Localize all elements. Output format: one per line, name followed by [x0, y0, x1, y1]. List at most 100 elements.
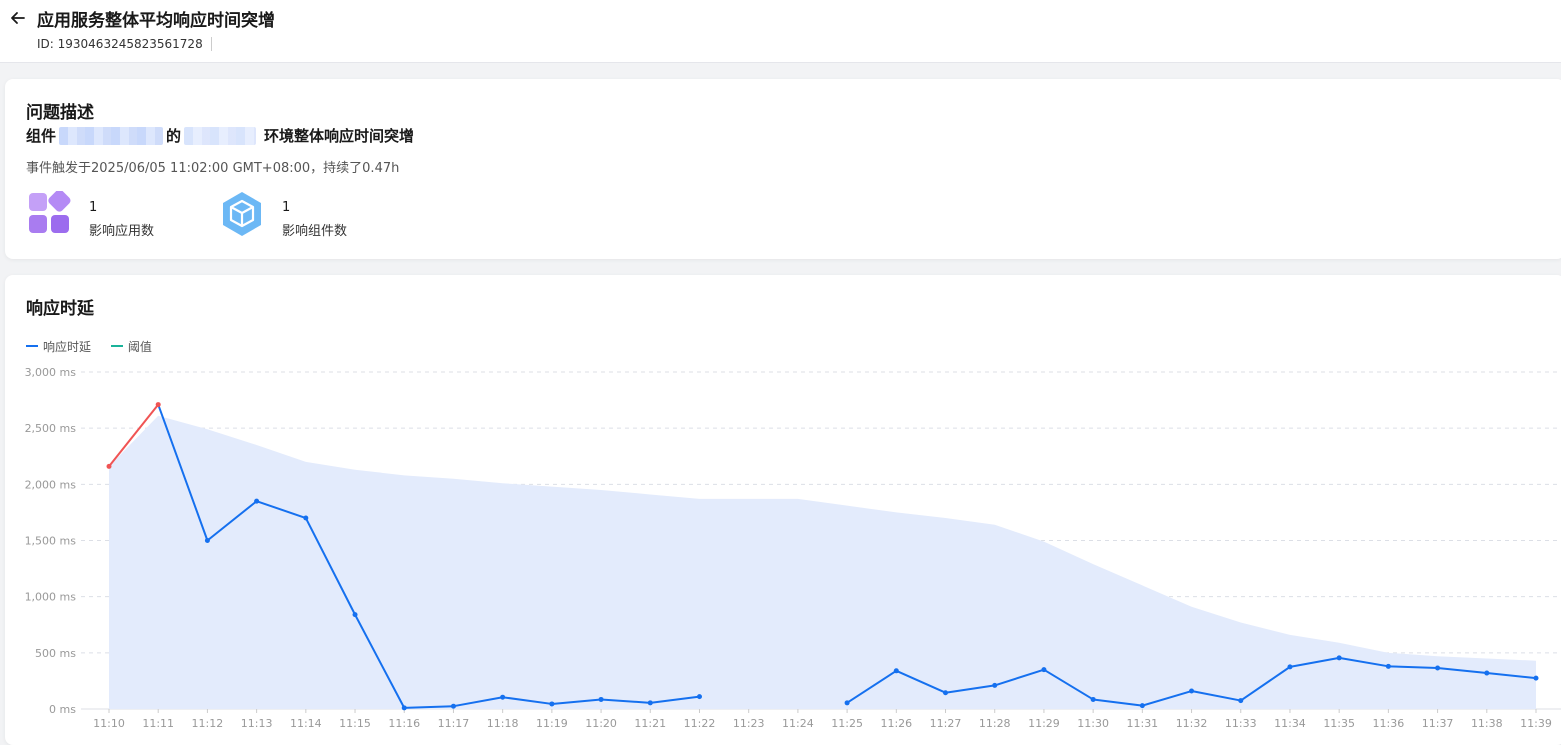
- description-suffix: 环境整体响应时间突增: [264, 127, 415, 145]
- latency-line-segment: [649, 695, 701, 704]
- y-tick-label: 3,000 ms: [25, 366, 77, 379]
- x-tick-label: 11:24: [782, 717, 814, 730]
- latency-line-segment: [600, 698, 652, 704]
- x-tick-label: 11:19: [536, 717, 568, 730]
- legend-swatch-threshold: [110, 345, 123, 347]
- x-tick-label: 11:28: [979, 717, 1011, 730]
- chart-title: 响应时延: [26, 299, 94, 319]
- latency-line-segment: [304, 517, 357, 616]
- x-tick-label: 11:21: [634, 717, 666, 730]
- latency-line-segment: [1436, 666, 1488, 675]
- x-tick-label: 11:22: [684, 717, 716, 730]
- latency-data-point: [450, 703, 456, 709]
- latency-data-point: [1238, 698, 1244, 704]
- chart-legend: 响应时延 阈值: [26, 336, 168, 355]
- alert-line-segment: [108, 403, 160, 468]
- latency-line-segment: [501, 696, 553, 705]
- latency-data-point: [1336, 655, 1342, 661]
- x-tick-label: 11:34: [1274, 717, 1306, 730]
- latency-line-segment: [206, 500, 258, 542]
- latency-data-point: [1533, 675, 1539, 681]
- x-tick-label: 11:36: [1373, 717, 1405, 730]
- y-tick-label: 2,000 ms: [25, 478, 77, 491]
- x-tick-label: 11:11: [142, 717, 174, 730]
- latency-line-segment: [550, 698, 603, 705]
- latency-line-segment: [1092, 698, 1144, 707]
- y-tick-label: 2,500 ms: [25, 422, 77, 435]
- threshold-band: [109, 415, 1536, 709]
- latency-line-segment: [1239, 665, 1291, 702]
- latency-line-segment: [157, 403, 209, 542]
- latency-data-point: [1484, 670, 1490, 676]
- x-tick-label: 11:31: [1126, 717, 1158, 730]
- x-tick-label: 11:35: [1323, 717, 1355, 730]
- x-tick-label: 11:16: [388, 717, 420, 730]
- legend-item-latency[interactable]: 响应时延: [26, 338, 91, 355]
- latency-data-point: [303, 515, 309, 521]
- latency-data-point: [1287, 664, 1293, 670]
- latency-data-point: [893, 668, 899, 674]
- latency-data-point: [1385, 663, 1391, 669]
- x-tick-label: 11:27: [930, 717, 962, 730]
- latency-line-segment: [403, 705, 455, 709]
- x-tick-label: 11:29: [1028, 717, 1060, 730]
- x-tick-label: 11:23: [733, 717, 765, 730]
- y-tick-label: 1,500 ms: [25, 535, 77, 548]
- latency-data-point: [204, 538, 210, 543]
- affected-components-count: 1: [282, 200, 291, 215]
- latency-line-segment: [1387, 665, 1439, 669]
- y-tick-label: 1,000 ms: [25, 591, 77, 604]
- incident-id: ID: 1930463245823561728: [37, 37, 212, 51]
- description-line: 组件 的 环境整体响应时间突增: [26, 125, 414, 146]
- latency-line-segment: [993, 668, 1045, 687]
- x-tick-label: 11:15: [339, 717, 371, 730]
- latency-chart[interactable]: 0 ms 500 ms 1,000 ms 1,500 ms 2,000 ms 2,500 …: [5, 275, 1561, 736]
- latency-data-point: [254, 498, 260, 504]
- latency-data-point: [1041, 667, 1047, 673]
- x-tick-label: 11:12: [192, 717, 224, 730]
- legend-item-threshold[interactable]: 阈值: [110, 338, 152, 355]
- x-tick-label: 11:10: [93, 717, 125, 730]
- x-tick-label: 11:17: [438, 717, 470, 730]
- legend-swatch-latency: [26, 345, 38, 347]
- x-tick-label: 11:13: [241, 717, 273, 730]
- x-tick-label: 11:33: [1225, 717, 1257, 730]
- y-tick-label: 500 ms: [35, 647, 76, 660]
- x-tick-label: 11:14: [290, 717, 322, 730]
- latency-line-segment: [1338, 656, 1390, 668]
- latency-data-point: [844, 700, 850, 706]
- latency-line-segment: [1141, 690, 1193, 707]
- latency-line-segment: [452, 696, 504, 708]
- latency-line-segment: [1288, 656, 1341, 668]
- component-cube-icon: [220, 191, 264, 237]
- latency-data-point: [1435, 665, 1441, 671]
- latency-data-point: [1090, 696, 1096, 702]
- response-latency-card: 响应时延 响应时延 阈值 0 ms 500 ms 1,000 ms 1,500 ms 2…: [5, 275, 1561, 745]
- latency-line-segment: [1190, 690, 1242, 702]
- latency-line-segment: [1485, 672, 1537, 680]
- alert-data-point: [106, 463, 112, 469]
- latency-data-point: [696, 694, 702, 700]
- x-tick-label: 11:38: [1471, 717, 1503, 730]
- alert-data-point: [155, 402, 161, 408]
- affected-apps-count: 1: [89, 200, 98, 215]
- problem-description-card: 问题描述 组件 的 环境整体响应时间突增 事件触发于2025/06/05 11:…: [5, 79, 1561, 259]
- page-title: 应用服务整体平均响应时间突增: [37, 11, 275, 31]
- description-middle: 的: [166, 127, 182, 145]
- y-tick-label: 0 ms: [49, 703, 76, 716]
- latency-data-point: [1189, 688, 1195, 694]
- latency-data-point: [549, 701, 555, 707]
- redacted-component-name: [59, 126, 164, 145]
- x-tick-label: 11:37: [1422, 717, 1454, 730]
- latency-data-point: [352, 612, 358, 618]
- x-tick-label: 11:25: [831, 717, 863, 730]
- latency-line-segment: [895, 669, 947, 694]
- x-tick-label: 11:39: [1520, 717, 1552, 730]
- back-arrow-icon[interactable]: [8, 8, 28, 28]
- page-header: 应用服务整体平均响应时间突增 ID: 1930463245823561728: [0, 0, 1561, 63]
- latency-data-point: [647, 700, 653, 706]
- x-tick-label: 11:18: [487, 717, 519, 730]
- latency-line-segment: [1042, 668, 1095, 701]
- latency-line-segment: [846, 669, 898, 704]
- latency-data-point: [598, 696, 604, 702]
